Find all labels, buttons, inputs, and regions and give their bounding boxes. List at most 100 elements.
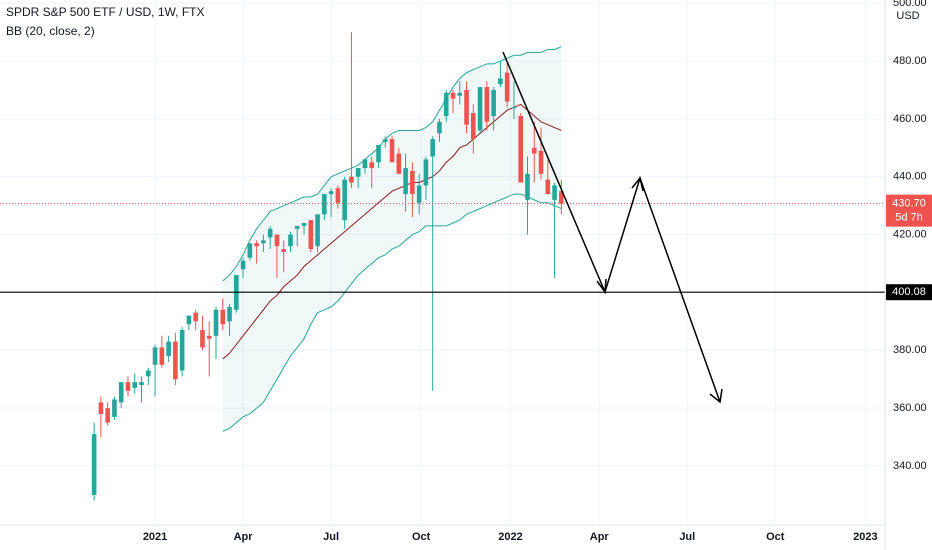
hline-label: 400.08	[892, 286, 926, 298]
candle-body	[105, 408, 110, 423]
candle-body	[450, 92, 456, 99]
candle-body	[98, 402, 104, 414]
candle-body	[471, 113, 476, 140]
band-upper	[222, 46, 562, 282]
candle-body	[355, 168, 361, 177]
candle-body	[457, 92, 463, 96]
candle-body	[464, 89, 469, 125]
candle-body	[227, 306, 232, 322]
candle-body	[328, 191, 334, 195]
candle-body	[531, 147, 537, 154]
candle-body	[410, 170, 415, 195]
candle-body	[437, 121, 442, 134]
candle-body	[491, 89, 496, 116]
candle-body	[145, 370, 151, 377]
band-fill	[222, 46, 562, 432]
candle-body	[389, 139, 395, 163]
candle-body	[349, 176, 354, 183]
candle-body	[166, 341, 171, 357]
candle-body	[423, 159, 429, 186]
chart-title: SPDR S&P 500 ETF / USD, 1W, FTX	[6, 5, 205, 19]
candle-body	[376, 144, 381, 163]
candle-body	[125, 382, 131, 391]
x-tick-label: 2023	[853, 531, 877, 543]
candle-body	[511, 107, 517, 109]
candle-body	[538, 150, 544, 174]
candle-body	[430, 139, 435, 157]
candle-body	[254, 243, 259, 247]
drawn-path	[502, 51, 721, 403]
candle-body	[118, 382, 124, 403]
y-tick-label: 500.00	[893, 0, 927, 9]
indicator-label: BB (20, close, 2)	[6, 24, 95, 38]
countdown-label: 5d 7h	[895, 212, 923, 224]
x-tick-label: Oct	[412, 531, 431, 543]
candle-body	[267, 228, 273, 238]
candle-body	[518, 115, 524, 183]
arrow-head	[596, 278, 607, 295]
y-tick-label: 480.00	[893, 55, 927, 67]
candle-body	[362, 159, 368, 169]
last-price-box	[886, 194, 932, 227]
y-tick-label: 380.00	[893, 344, 927, 356]
hline-label-box	[886, 284, 932, 301]
candle-body	[261, 240, 266, 244]
candle-body	[139, 382, 144, 385]
candle-body	[179, 330, 185, 371]
candle-body	[240, 260, 246, 270]
currency-label: USD	[896, 10, 919, 22]
x-tick-label: Jul	[679, 531, 695, 543]
candle-body	[322, 194, 327, 215]
candle-body	[294, 225, 300, 229]
candle-body	[403, 168, 408, 195]
y-tick-label: 440.00	[893, 171, 927, 183]
candle-body	[247, 243, 253, 258]
y-tick-label: 460.00	[893, 113, 927, 125]
marks	[0, 32, 885, 501]
candle-body	[132, 382, 138, 388]
candle-body	[274, 234, 280, 247]
candle-body	[91, 434, 97, 495]
candle-body	[152, 347, 158, 365]
candle-body	[342, 179, 347, 221]
candle-body	[498, 78, 503, 85]
candle-body	[220, 309, 226, 325]
candle-body	[416, 185, 422, 203]
y-tick-label: 360.00	[893, 402, 927, 414]
arrow-head	[631, 176, 644, 192]
candle-body	[206, 335, 212, 339]
candle-body	[382, 139, 388, 143]
candle-body	[335, 188, 341, 203]
candle-body	[559, 191, 564, 204]
x-tick-label: Jul	[323, 531, 339, 543]
candle-body	[396, 153, 402, 174]
candle-body	[504, 72, 510, 102]
band-lower	[222, 193, 562, 432]
x-tick-label: 2022	[498, 531, 522, 543]
candle-body	[484, 87, 490, 122]
candle-body	[213, 309, 219, 336]
candle-body	[281, 249, 287, 252]
candle-body	[525, 173, 530, 200]
candle-body	[477, 87, 483, 131]
labels: 340.00360.00380.00400.00420.00440.00460.…	[143, 0, 932, 543]
y-tick-label: 340.00	[893, 460, 927, 472]
last-price-label: 430.70	[892, 198, 926, 210]
candle-body	[552, 185, 557, 200]
arrow-head	[709, 388, 723, 404]
x-tick-label: Apr	[234, 531, 254, 543]
x-tick-label: Oct	[766, 531, 785, 543]
y-tick-label: 420.00	[893, 228, 927, 240]
candle-body	[173, 341, 178, 380]
candle-body	[315, 214, 320, 247]
candle-body	[112, 399, 117, 417]
candle-body	[193, 312, 198, 322]
candle-body	[545, 179, 551, 195]
candle-body	[369, 162, 375, 169]
candle-body	[159, 347, 165, 365]
candle-body	[308, 220, 314, 250]
x-tick-label: 2021	[143, 531, 167, 543]
candle-body	[200, 330, 205, 348]
x-tick-label: Apr	[590, 531, 610, 543]
